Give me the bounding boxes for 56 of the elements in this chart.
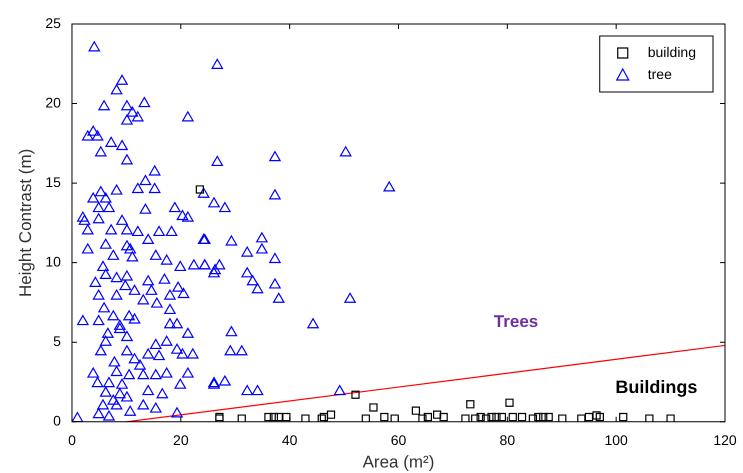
- point: [505, 398, 514, 407]
- point: [320, 412, 328, 422]
- point: [619, 412, 628, 422]
- annotation: Buildings: [615, 376, 698, 397]
- point: [424, 412, 432, 422]
- point: [369, 403, 378, 412]
- legend-label: building: [648, 44, 696, 60]
- annotation: Trees: [494, 312, 538, 332]
- y-tick-label: 15: [45, 174, 62, 190]
- point: [418, 414, 427, 422]
- point: [301, 414, 310, 422]
- y-axis-title: Height Contrast (m): [16, 148, 35, 298]
- y-tick-label: 25: [45, 14, 62, 31]
- point: [432, 410, 442, 419]
- point: [461, 414, 470, 422]
- point: [492, 412, 501, 422]
- x-tick-label: 80: [500, 432, 516, 448]
- point: [476, 412, 485, 422]
- x-tick-label: 60: [390, 432, 406, 448]
- x-tick-label: 40: [282, 432, 298, 448]
- point: [362, 414, 370, 422]
- point: [534, 412, 542, 422]
- point: [440, 412, 448, 422]
- point: [264, 412, 273, 422]
- point: [282, 412, 291, 422]
- x-tick-label: 0: [68, 432, 76, 448]
- x-tick-label: 120: [713, 432, 737, 448]
- point: [558, 414, 566, 422]
- point: [528, 414, 538, 422]
- point: [274, 412, 283, 422]
- y-tick-label: 5: [53, 333, 62, 350]
- x-tick-label: 20: [173, 432, 189, 448]
- y-tick-label: 0: [53, 412, 62, 429]
- point: [326, 410, 336, 419]
- point: [596, 412, 604, 422]
- x-tick-label: 100: [604, 432, 628, 448]
- point: [518, 412, 526, 422]
- point: [584, 412, 594, 422]
- y-tick-label: 20: [45, 94, 62, 110]
- point: [498, 412, 506, 422]
- point: [270, 412, 278, 422]
- point: [412, 406, 420, 415]
- y-tick-label: 10: [45, 254, 62, 270]
- point: [487, 412, 496, 422]
- point: [666, 414, 675, 422]
- point: [592, 411, 601, 420]
- point: [351, 390, 360, 399]
- x-axis-title: Area (m²): [362, 452, 434, 472]
- point: [539, 412, 548, 422]
- point: [380, 412, 388, 422]
- point: [645, 414, 654, 422]
- point: [508, 412, 517, 422]
- point: [466, 400, 474, 408]
- legend-label: tree: [648, 66, 672, 82]
- point: [238, 414, 246, 422]
- point: [544, 412, 553, 422]
